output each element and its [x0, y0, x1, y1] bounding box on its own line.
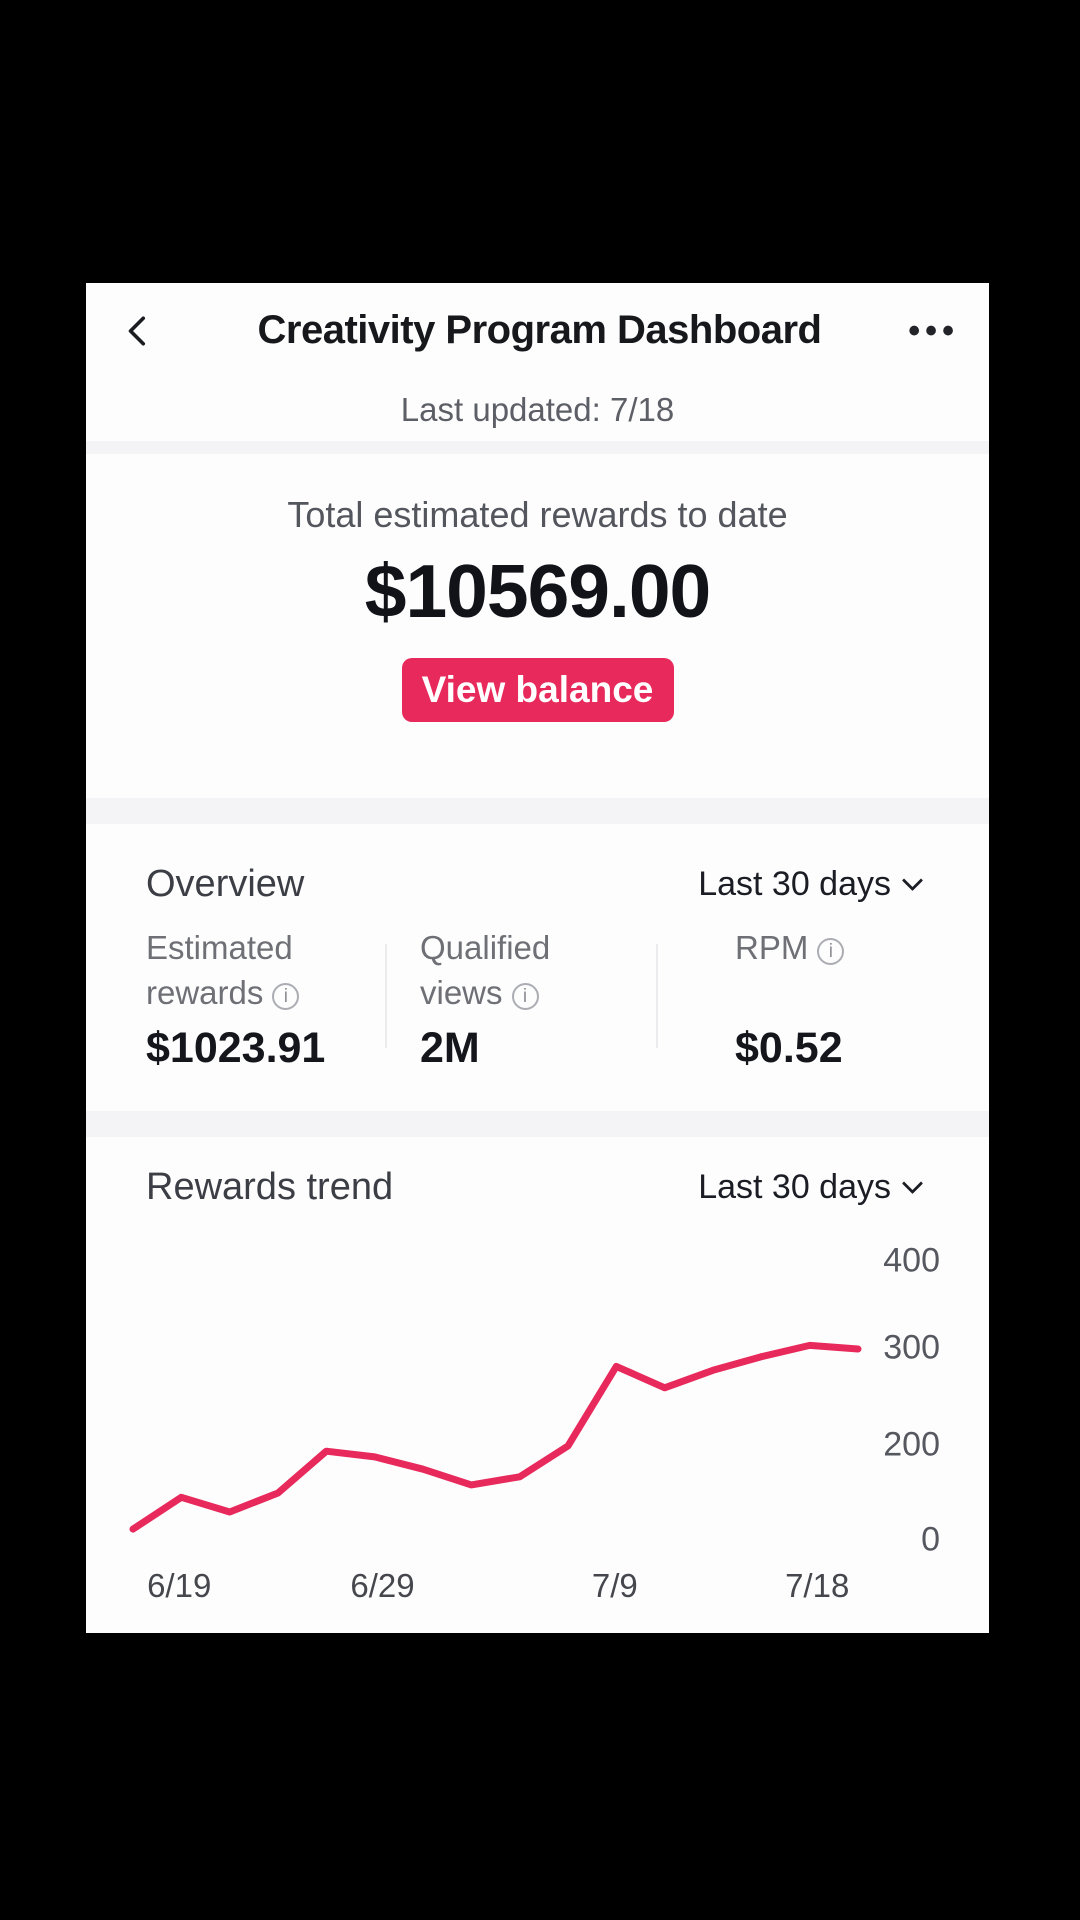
- stat-value: 2M: [420, 1024, 480, 1072]
- page-title: Creativity Program Dashboard: [257, 308, 822, 352]
- divider: [86, 798, 989, 824]
- overview-range-label: Last 30 days: [698, 864, 891, 903]
- rewards-trend-chart: 400 300 200 0: [100, 1229, 980, 1559]
- overview-stats: Estimated rewards i $1023.91 Qualified vi…: [146, 926, 989, 1073]
- rewards-trend-title: Rewards trend: [146, 1165, 394, 1208]
- y-tick-label: 400: [883, 1241, 940, 1280]
- y-tick-label: 300: [883, 1328, 940, 1367]
- more-icon: •••: [908, 311, 959, 350]
- overview-range-selector[interactable]: Last 30 days: [698, 864, 924, 904]
- total-rewards-amount: $10569.00: [364, 549, 712, 633]
- back-button[interactable]: [120, 311, 184, 351]
- stat-value: $0.52: [735, 1024, 843, 1072]
- stat-rpm: RPM i $0.52: [656, 926, 956, 1073]
- x-tick-label: 6/29: [350, 1567, 415, 1604]
- stat-label: Estimated rewards i: [146, 926, 351, 1018]
- stat-qualified-views: Qualified views i 2M: [385, 926, 656, 1073]
- info-icon[interactable]: i: [511, 982, 539, 1010]
- app-header: Creativity Program Dashboard •••: [86, 283, 989, 378]
- divider: [86, 1111, 989, 1137]
- info-icon[interactable]: i: [272, 982, 300, 1010]
- stat-divider: [656, 944, 658, 1048]
- info-icon[interactable]: i: [817, 938, 845, 965]
- total-rewards-label: Total estimated rewards to date: [287, 494, 788, 535]
- creativity-dashboard-panel: Creativity Program Dashboard ••• Last up…: [86, 283, 989, 1633]
- more-button[interactable]: •••: [895, 314, 959, 348]
- x-tick-label: 6/19: [147, 1567, 212, 1604]
- rewards-trend-card: Rewards trend Last 30 days 400 300 200 0 6/…: [86, 1137, 989, 1630]
- chevron-down-icon: [901, 1172, 924, 1194]
- stat-estimated-rewards: Estimated rewards i $1023.91: [146, 926, 385, 1073]
- x-tick-label: 7/9: [591, 1567, 638, 1604]
- last-updated-text: Last updated: 7/18: [400, 390, 675, 428]
- trend-range-label: Last 30 days: [698, 1167, 891, 1206]
- overview-title: Overview: [146, 862, 305, 905]
- y-tick-label: 0: [921, 1520, 940, 1559]
- stat-value: $1023.91: [146, 1024, 326, 1072]
- trend-range-selector[interactable]: Last 30 days: [698, 1167, 924, 1207]
- stat-label: Qualified views i: [420, 929, 551, 1011]
- back-chevron-icon: [128, 315, 146, 346]
- y-tick-label: 200: [883, 1425, 940, 1464]
- stat-label: RPM i: [735, 926, 940, 1018]
- trend-line-svg: [129, 1341, 862, 1533]
- chart-x-axis: 6/19 6/29 7/9 7/18: [100, 1559, 980, 1609]
- chevron-down-icon: [901, 869, 924, 891]
- view-balance-button[interactable]: View balance: [401, 658, 674, 722]
- x-tick-label: 7/18: [785, 1567, 850, 1604]
- trend-line: [129, 1341, 862, 1533]
- total-rewards-card: Total estimated rewards to date $10569.0…: [86, 454, 989, 798]
- stat-divider: [385, 944, 387, 1048]
- divider: [86, 441, 989, 454]
- overview-card: Overview Last 30 days Estimated rewards i…: [86, 824, 989, 1111]
